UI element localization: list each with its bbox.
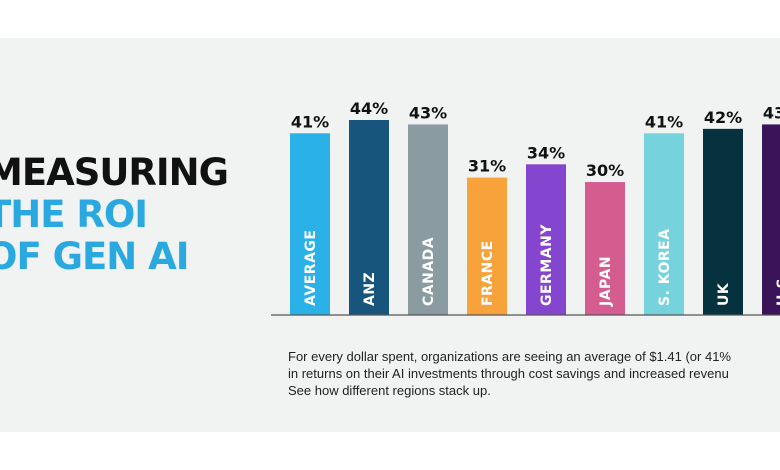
- bar-group-average: 41% AVERAGE: [290, 112, 330, 315]
- bar-group-uk: 42% UK: [703, 108, 743, 315]
- bar: [644, 133, 684, 315]
- bar: [408, 124, 448, 315]
- bar-category-label: JAPAN: [598, 256, 614, 307]
- bar-group-canada: 43% CANADA: [408, 103, 448, 315]
- bar-group-japan: 30% JAPAN: [585, 161, 625, 315]
- bar: [467, 177, 507, 315]
- bars-layer: 41% AVERAGE 44% ANZ 43% CANADA 31% FRANCE 34% GER…: [290, 99, 780, 315]
- bar: [762, 124, 780, 315]
- bar-category-label: U.S.: [775, 272, 780, 306]
- headline: MEASURING THE ROI OF GEN AI: [0, 151, 229, 278]
- bar-group-s-korea: 41% S. KOREA: [644, 112, 684, 315]
- headline-line-3: OF GEN AI: [0, 235, 190, 278]
- headline-line-2: THE ROI: [0, 193, 148, 236]
- bar-category-label: AVERAGE: [303, 230, 319, 306]
- bar-category-label: GERMANY: [539, 224, 555, 306]
- bar-category-label: ANZ: [362, 272, 378, 306]
- bar-value-label: 43%: [763, 103, 780, 122]
- roi-bar-chart: 41% AVERAGE 44% ANZ 43% CANADA 31% FRANCE 34% GER…: [271, 99, 780, 316]
- bar-category-label: FRANCE: [480, 240, 496, 306]
- bar-group-france: 31% FRANCE: [467, 157, 507, 315]
- bar-category-label: UK: [716, 282, 732, 306]
- bar: [585, 182, 625, 315]
- bar-group-germany: 34% GERMANY: [526, 143, 566, 315]
- caption-line-2: in returns on their AI investments throu…: [288, 366, 729, 381]
- bar-value-label: 31%: [468, 157, 506, 176]
- bar-group-u-s: 43% U.S.: [762, 103, 780, 315]
- bar: [703, 128, 743, 315]
- bar-group-anz: 44% ANZ: [349, 99, 389, 315]
- bar-value-label: 30%: [586, 161, 624, 180]
- bar-category-label: CANADA: [421, 237, 437, 306]
- chart-caption: For every dollar spent, organizations ar…: [288, 348, 780, 399]
- bar-value-label: 34%: [527, 143, 565, 162]
- caption-line-3: See how different regions stack up.: [288, 383, 491, 398]
- bar-value-label: 44%: [350, 99, 388, 118]
- bar-value-label: 41%: [645, 112, 683, 131]
- bar: [526, 164, 566, 315]
- bar: [290, 133, 330, 315]
- bar-value-label: 41%: [291, 112, 329, 131]
- caption-line-1: For every dollar spent, organizations ar…: [288, 349, 731, 364]
- bar-value-label: 42%: [704, 108, 742, 127]
- chart-panel: MEASURING THE ROI OF GEN AI 41% AVERAGE 44…: [0, 38, 780, 432]
- bar: [349, 120, 389, 315]
- bar-value-label: 43%: [409, 103, 447, 122]
- headline-line-1: MEASURING: [0, 151, 229, 194]
- bar-category-label: S. KOREA: [657, 228, 673, 306]
